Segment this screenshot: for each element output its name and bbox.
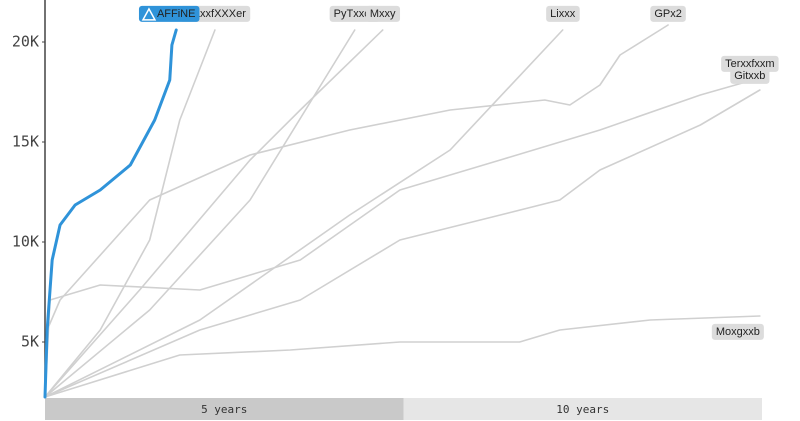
- series-badge: AFFiNE: [138, 5, 200, 22]
- series-name: Gitxxb: [734, 70, 765, 82]
- series-line: [44, 29, 384, 398]
- y-tick-label: 20K: [12, 33, 39, 51]
- y-tick-label: 5K: [21, 333, 39, 351]
- series-name: Lixxx: [550, 8, 576, 20]
- series-tag: Mxxy: [365, 5, 401, 22]
- x-band: [403, 398, 762, 420]
- series-tag: Moxgxxb: [711, 323, 764, 340]
- series-name: GPx2: [654, 8, 682, 20]
- badge-logo: [141, 7, 157, 21]
- series-line: [44, 29, 216, 398]
- series-name: AFFiNE: [157, 8, 196, 20]
- tag-bg: [711, 323, 764, 340]
- series-name: PyTxxch: [334, 8, 376, 20]
- series-name: Terxxfxxm: [725, 58, 775, 70]
- series-name: Moxgxxb: [716, 326, 760, 338]
- series-line: [43, 28, 178, 399]
- series-line: [44, 89, 761, 398]
- series-tag: GPx2: [650, 5, 686, 22]
- series-tag: Gitxxb: [730, 67, 770, 84]
- x-band-label: 10 years: [556, 403, 609, 416]
- tag-bg: [650, 5, 686, 22]
- series-line: [44, 29, 564, 398]
- series-line: [44, 315, 761, 398]
- series-name: TraxxfXXXer: [184, 8, 246, 20]
- series-line: [44, 77, 761, 398]
- series-tag: Lixxx: [546, 5, 580, 22]
- x-band-label: 5 years: [201, 403, 247, 416]
- y-tick-label: 15K: [12, 133, 39, 151]
- tag-bg: [546, 5, 580, 22]
- series-line: [44, 29, 356, 398]
- y-tick-label: 10K: [12, 233, 39, 251]
- series-line: [44, 24, 669, 398]
- tag-bg: [365, 5, 401, 22]
- x-band: [45, 398, 404, 420]
- tag-bg: [730, 67, 770, 84]
- series-name: Mxxy: [370, 8, 396, 20]
